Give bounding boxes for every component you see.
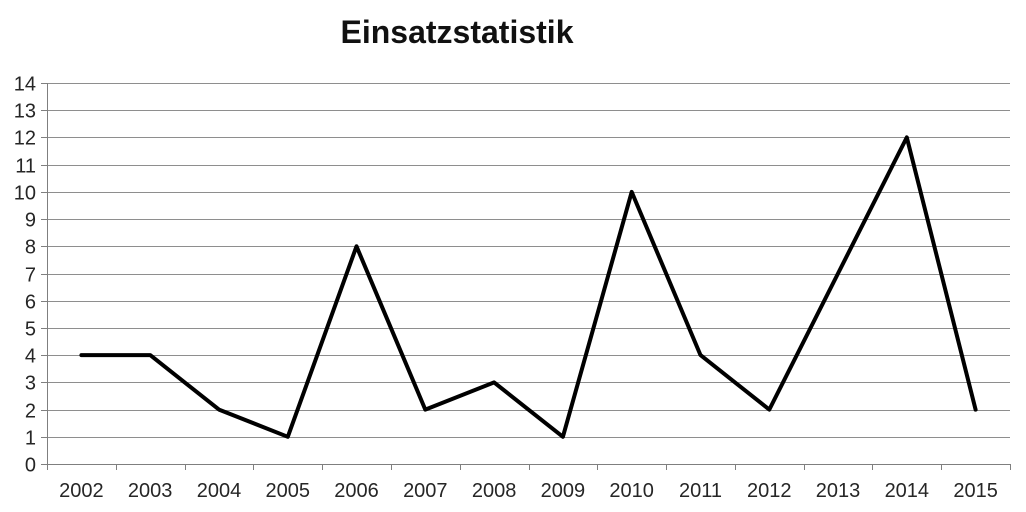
y-tick-label: 9	[25, 210, 36, 232]
y-tick-label: 10	[14, 183, 36, 205]
x-tick-label: 2007	[403, 480, 448, 502]
y-tick-label: 6	[25, 292, 36, 314]
x-tick-label: 2015	[953, 480, 998, 502]
y-tick-label: 13	[14, 101, 36, 123]
x-tick-label: 2014	[885, 480, 930, 502]
y-tick-label: 4	[25, 346, 36, 368]
y-tick-label: 11	[15, 156, 36, 178]
x-tick-label: 2004	[197, 480, 242, 502]
x-tick-label: 2006	[334, 480, 379, 502]
x-tick-label: 2009	[541, 480, 586, 502]
data-series-line	[79, 135, 978, 439]
x-tick-label: 2002	[59, 480, 104, 502]
x-tick-label: 2003	[128, 480, 173, 502]
x-tick-label: 2008	[472, 480, 517, 502]
y-tick-label: 5	[25, 319, 36, 341]
y-tick-label: 1	[25, 428, 36, 450]
x-tick-label: 2010	[609, 480, 654, 502]
y-tick-label: 8	[25, 237, 36, 259]
x-tick-label: 2013	[816, 480, 861, 502]
y-tick-label: 14	[14, 74, 36, 96]
chart-title: Einsatzstatistik	[340, 14, 574, 50]
y-tick-label: 3	[25, 373, 36, 395]
y-tick-label: 12	[14, 128, 36, 150]
y-tick-label: 2	[25, 401, 36, 423]
x-tick-label: 2011	[679, 480, 722, 502]
y-tick-label: 7	[25, 265, 36, 287]
x-tick-label: 2012	[747, 480, 792, 502]
y-tick-label: 0	[25, 455, 36, 477]
x-tick-label: 2005	[266, 480, 311, 502]
